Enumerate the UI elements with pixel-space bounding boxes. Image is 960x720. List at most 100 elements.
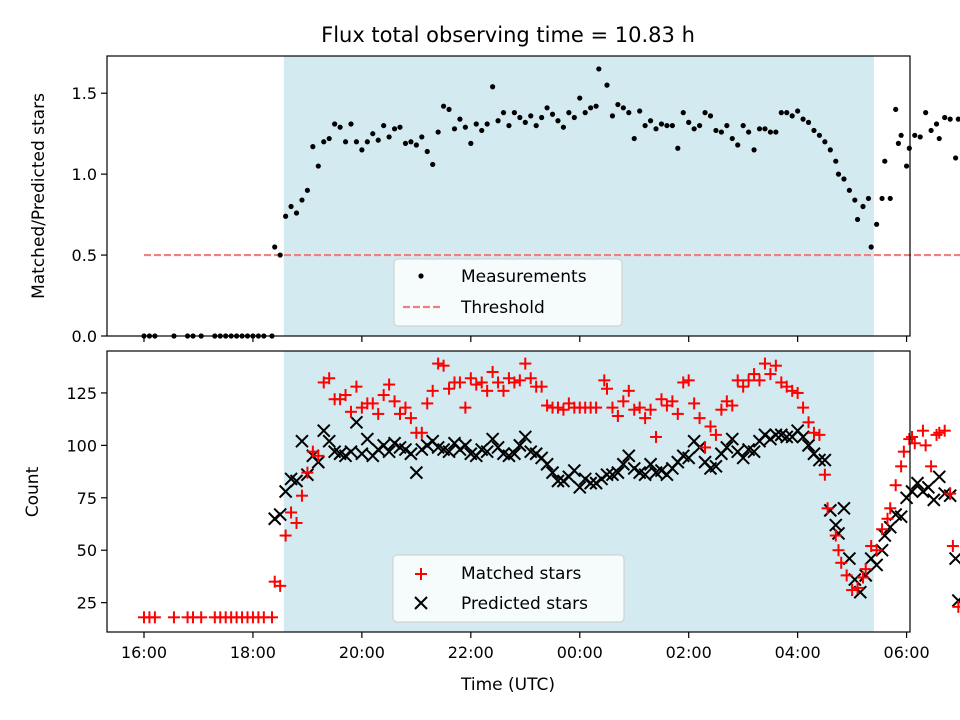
matched-star-point — [944, 487, 957, 500]
predicted-star-point — [507, 447, 522, 461]
predicted-star-point — [720, 440, 734, 455]
matched-star-point — [715, 403, 728, 416]
bottom-axes: 25 50 75 100 125 16:00 18:00 20:00 22:00 00:00 02… — [23, 350, 960, 695]
bottom-y-tick-label: 100 — [66, 436, 97, 455]
predicted-star-point — [289, 474, 304, 488]
measurement-point — [381, 122, 387, 129]
predicted-star-point — [611, 465, 625, 480]
matched-star-point — [551, 401, 564, 414]
measurement-point — [375, 137, 381, 143]
measurement-point — [495, 118, 501, 124]
predicted-star-point — [382, 444, 396, 459]
measurement-point — [588, 105, 594, 111]
matched-star-point — [633, 401, 646, 414]
measurement-point — [822, 139, 828, 145]
measurement-point — [359, 147, 365, 153]
measurement-point — [680, 110, 686, 116]
bottom-axes-frame — [106, 350, 911, 633]
measurement-point — [402, 140, 409, 146]
predicted-star-point — [859, 568, 873, 583]
matched-star-point — [688, 397, 701, 410]
matched-star-point — [764, 368, 777, 381]
measurement-point — [288, 203, 294, 210]
matched-star-point — [897, 445, 910, 458]
predicted-star-point — [725, 432, 739, 446]
measurement-point — [811, 127, 817, 134]
predicted-star-point — [573, 480, 587, 495]
matched-star-point — [195, 611, 208, 624]
legend-label-measurements: Measurements — [461, 267, 587, 287]
measurement-point — [854, 216, 861, 223]
matched-star-point — [832, 544, 845, 557]
predicted-star-point — [518, 430, 532, 444]
measurement-point — [430, 161, 436, 168]
measurement-point — [912, 132, 918, 138]
matched-star-point — [285, 506, 298, 519]
matched-star-point — [731, 374, 744, 387]
predicted-star-point — [273, 507, 287, 522]
bottom-x-tick-label: 20:00 — [339, 643, 385, 662]
matched-star-point — [709, 428, 722, 441]
matched-star-point — [807, 426, 820, 439]
matched-star-point — [933, 426, 946, 439]
predicted-star-point — [932, 470, 946, 484]
measurement-point — [852, 197, 858, 203]
matched-star-point — [742, 374, 755, 387]
measurement-point — [805, 119, 812, 125]
bottom-x-tick-label: 22:00 — [448, 643, 494, 662]
measurement-point — [746, 129, 752, 135]
matched-star-point — [377, 389, 390, 402]
bottom-x-tick-label: 18:00 — [230, 643, 276, 662]
matched-star-point — [786, 384, 799, 397]
predicted-star-point — [485, 432, 500, 446]
measurement-point — [326, 135, 332, 142]
predicted-star-point — [894, 509, 908, 524]
bottom-y-tick-label: 50 — [77, 541, 97, 560]
predicted-star-point — [295, 434, 309, 448]
measurement-point — [283, 213, 289, 219]
measurement-point — [277, 252, 283, 258]
measurement-point — [936, 135, 942, 142]
predicted-star-point — [837, 501, 851, 515]
matched-star-point — [617, 395, 630, 408]
top-y-tick-label: 0.0 — [72, 327, 97, 346]
measurement-point — [566, 110, 572, 116]
measurement-point — [272, 244, 278, 250]
bottom-y-ticks: 25 50 75 100 125 — [66, 384, 107, 613]
predicted-star-point — [540, 457, 554, 471]
matched-star-point — [394, 407, 407, 420]
measurement-point — [337, 124, 343, 130]
bottom-y-tick-label: 75 — [77, 489, 97, 508]
predicted-star-point — [360, 432, 375, 446]
measurement-point — [397, 124, 403, 130]
matched-star-point — [952, 600, 960, 613]
measurement-point — [724, 122, 730, 129]
matched-star-point — [650, 430, 663, 443]
matched-star-point — [870, 544, 883, 557]
matched-star-point — [748, 368, 761, 381]
matched-star-point — [925, 460, 938, 473]
measurement-point — [718, 129, 724, 135]
matched-star-point — [295, 489, 308, 502]
measurement-point — [933, 121, 940, 127]
predicted-star-point — [818, 453, 832, 467]
measurement-point — [658, 121, 665, 127]
matched-star-point — [590, 401, 603, 414]
measurement-point — [609, 113, 616, 119]
measurement-point — [593, 103, 599, 109]
matched-star-point — [889, 479, 902, 492]
predicted-star-point — [638, 468, 652, 482]
top-axes: 0.0 0.5 1.0 1.5 Matched/Predicted stars Mea… — [29, 55, 960, 346]
matched-star-point — [821, 502, 834, 515]
measurement-point — [833, 158, 839, 164]
measurement-point — [528, 113, 534, 119]
matched-star-point — [930, 428, 943, 441]
measurement-point — [841, 176, 847, 182]
matched-star-point — [339, 389, 352, 402]
predicted-star-point — [480, 444, 494, 459]
matched-star-point — [758, 357, 771, 370]
predicted-star-point — [311, 455, 326, 469]
predicted-star-point — [278, 484, 293, 499]
predicted-star-point — [317, 423, 331, 438]
